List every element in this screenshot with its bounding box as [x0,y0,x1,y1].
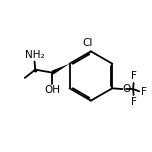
Text: F: F [131,71,137,81]
Text: OH: OH [44,85,60,95]
Text: F: F [131,97,137,107]
Text: F: F [141,87,147,97]
Text: Cl: Cl [82,38,92,48]
Text: NH₂: NH₂ [25,50,44,60]
Polygon shape [52,64,70,74]
Text: O: O [123,84,131,94]
